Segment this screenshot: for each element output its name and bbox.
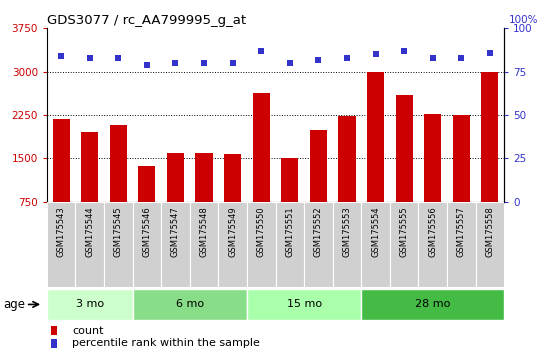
Bar xyxy=(190,202,218,287)
Point xyxy=(314,57,323,62)
Bar xyxy=(338,116,355,245)
Bar xyxy=(133,289,247,320)
Bar xyxy=(161,202,190,287)
Text: 3 mo: 3 mo xyxy=(75,299,104,309)
Point xyxy=(57,53,66,59)
Bar xyxy=(47,289,133,320)
Point xyxy=(343,55,352,61)
Bar xyxy=(276,202,304,287)
Point xyxy=(428,55,437,61)
Bar xyxy=(247,289,361,320)
Bar xyxy=(367,72,384,245)
Point xyxy=(85,55,94,61)
Bar xyxy=(476,202,504,287)
Point xyxy=(371,52,380,57)
Bar xyxy=(281,159,299,245)
Text: GSM175543: GSM175543 xyxy=(57,206,66,257)
Bar xyxy=(52,119,69,245)
Text: GSM175558: GSM175558 xyxy=(485,206,494,257)
Bar xyxy=(310,130,327,245)
Point xyxy=(485,50,494,56)
Point xyxy=(257,48,266,54)
Bar xyxy=(51,326,57,335)
Bar xyxy=(396,95,413,245)
Text: count: count xyxy=(72,326,104,336)
Point xyxy=(285,60,294,66)
Point xyxy=(457,55,466,61)
Text: GSM175550: GSM175550 xyxy=(257,206,266,257)
Point xyxy=(114,55,123,61)
Bar xyxy=(110,125,127,245)
Bar xyxy=(51,338,57,348)
Text: GSM175546: GSM175546 xyxy=(142,206,152,257)
Bar xyxy=(104,202,133,287)
Text: GSM175547: GSM175547 xyxy=(171,206,180,257)
Text: GSM175549: GSM175549 xyxy=(228,206,237,257)
Bar xyxy=(138,166,155,245)
Text: GSM175553: GSM175553 xyxy=(343,206,352,257)
Text: age: age xyxy=(4,298,26,311)
Bar xyxy=(453,115,470,245)
Bar xyxy=(81,132,98,245)
Bar xyxy=(75,202,104,287)
Point xyxy=(143,62,152,68)
Bar xyxy=(167,153,184,245)
Bar xyxy=(304,202,333,287)
Bar xyxy=(133,202,161,287)
Bar xyxy=(361,202,390,287)
Point xyxy=(199,60,208,66)
Bar xyxy=(361,289,504,320)
Bar xyxy=(247,202,276,287)
Bar xyxy=(196,153,213,245)
Text: GSM175552: GSM175552 xyxy=(314,206,323,257)
Bar xyxy=(447,202,476,287)
Text: percentile rank within the sample: percentile rank within the sample xyxy=(72,338,260,348)
Text: 28 mo: 28 mo xyxy=(415,299,450,309)
Text: 15 mo: 15 mo xyxy=(287,299,322,309)
Text: GSM175548: GSM175548 xyxy=(199,206,208,257)
Text: GSM175544: GSM175544 xyxy=(85,206,94,257)
Bar xyxy=(390,202,418,287)
Bar xyxy=(252,93,270,245)
Bar xyxy=(333,202,361,287)
Bar xyxy=(224,154,241,245)
Bar xyxy=(218,202,247,287)
Text: GSM175554: GSM175554 xyxy=(371,206,380,257)
Text: GSM175545: GSM175545 xyxy=(114,206,123,257)
Bar xyxy=(482,72,499,245)
Bar xyxy=(47,202,75,287)
Text: 6 mo: 6 mo xyxy=(176,299,204,309)
Point xyxy=(399,48,408,54)
Text: GSM175551: GSM175551 xyxy=(285,206,294,257)
Text: GSM175555: GSM175555 xyxy=(399,206,409,257)
Bar xyxy=(424,114,441,245)
Text: GDS3077 / rc_AA799995_g_at: GDS3077 / rc_AA799995_g_at xyxy=(47,14,246,27)
Text: GSM175556: GSM175556 xyxy=(428,206,437,257)
Bar xyxy=(418,202,447,287)
Text: GSM175557: GSM175557 xyxy=(457,206,466,257)
Point xyxy=(171,60,180,66)
Point xyxy=(228,60,237,66)
Text: 100%: 100% xyxy=(509,15,538,25)
